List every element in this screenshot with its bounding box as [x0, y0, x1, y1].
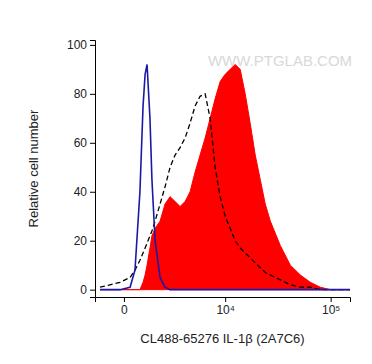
x-tick: 0 [121, 297, 128, 317]
y-tick-mark [90, 192, 95, 193]
y-tick: 0 [80, 283, 95, 297]
y-tick: 100 [67, 38, 95, 52]
watermark: WWW.PTGLAB.COM [208, 52, 352, 69]
y-tick-label: 40 [74, 185, 88, 199]
histogram-line [100, 94, 350, 290]
y-tick: 60 [74, 136, 95, 150]
x-axis-line [96, 298, 351, 303]
histogram-line [100, 64, 350, 289]
y-tick-mark [90, 241, 95, 242]
y-tick-mark [90, 290, 95, 291]
y-tick-label: 60 [74, 136, 88, 150]
plot-area [100, 64, 350, 289]
y-tick-label: 100 [67, 38, 87, 52]
y-axis-line [90, 41, 96, 298]
x-axis-title: CL488-65276 IL-1β (2A7C6) [140, 331, 304, 346]
y-tick-mark [90, 143, 95, 144]
y-tick-mark [90, 94, 95, 95]
histogram-area [100, 64, 350, 289]
y-axis-title: Relative cell number [26, 109, 41, 227]
chart: 0 10⁴ 10⁵ 0 20 40 60 80 100 WWW.PTGLAB.COM Relativ… [0, 0, 372, 364]
y-axis: 0 20 40 60 80 100 [67, 38, 96, 297]
x-tick: 10⁴ [216, 297, 235, 317]
y-tick-label: 20 [74, 234, 88, 248]
x-tick-label: 10⁵ [322, 303, 340, 317]
x-tick-label: 10⁴ [216, 303, 235, 317]
x-tick-label: 0 [121, 303, 128, 317]
y-tick: 80 [74, 87, 95, 101]
x-tick-mark [331, 297, 332, 302]
y-tick: 20 [74, 234, 95, 248]
y-tick-label: 80 [74, 87, 88, 101]
x-axis: 0 10⁴ 10⁵ [96, 297, 351, 317]
x-tick-mark [124, 297, 125, 302]
y-tick-label: 0 [80, 283, 87, 297]
y-tick: 40 [74, 185, 95, 199]
x-tick-mark [225, 297, 226, 302]
y-tick-mark [90, 45, 95, 46]
x-tick: 10⁵ [322, 297, 340, 317]
